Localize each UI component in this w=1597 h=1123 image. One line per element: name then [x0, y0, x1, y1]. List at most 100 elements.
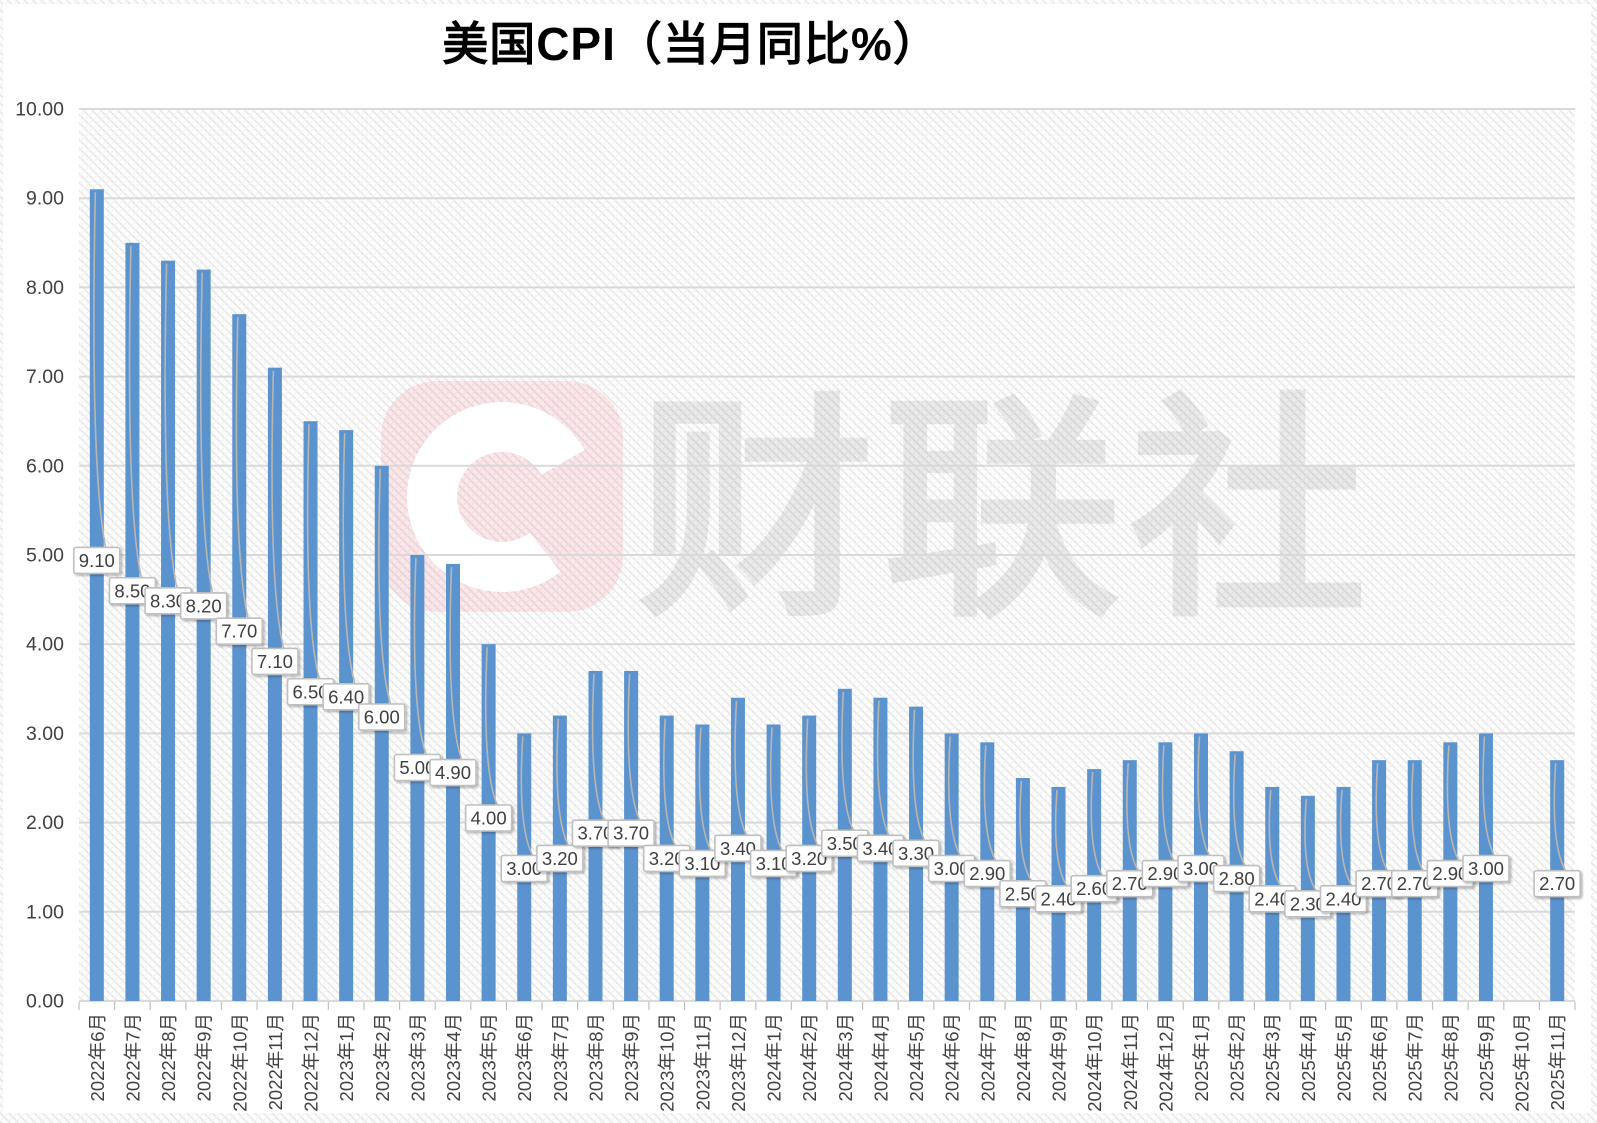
bar [89, 189, 104, 1001]
data-label-callout [1212, 864, 1261, 893]
leader-line [1232, 754, 1247, 868]
data-label-callout [963, 859, 1012, 888]
leader-line [413, 557, 428, 756]
x-axis-label: 2024年2月 [799, 1013, 820, 1101]
leader-line [128, 245, 143, 579]
x-axis-label: 2025年3月 [1262, 1013, 1283, 1101]
leader-line [235, 317, 250, 620]
data-label-callout [536, 844, 584, 873]
leader-line [199, 272, 214, 595]
leader-line [449, 566, 463, 761]
data-label-callout [1533, 869, 1581, 898]
chart-title: 美国CPI（当月同比%） [442, 18, 940, 70]
data-label-value: 6.50 [293, 681, 329, 702]
data-label-value: 2.70 [1112, 873, 1148, 894]
leader-line [1197, 736, 1211, 857]
data-label-value: 3.40 [862, 838, 898, 859]
leader-line [1553, 763, 1567, 873]
data-label-value: 3.70 [613, 823, 649, 844]
x-axis-label: 2023年9月 [621, 1013, 642, 1101]
data-label-callout [215, 617, 264, 645]
leader-line [1411, 763, 1425, 873]
x-axis-label: 2025年5月 [1333, 1013, 1354, 1101]
data-label-callout [357, 703, 406, 731]
data-label-value: 2.30 [1290, 893, 1326, 914]
data-label-value: 2.40 [1041, 888, 1077, 909]
x-axis-label: 2023年12月 [728, 1013, 749, 1112]
data-label-value: 2.70 [1361, 873, 1397, 894]
y-axis-label: 7.00 [26, 366, 64, 388]
x-axis-label: 2025年6月 [1369, 1013, 1390, 1101]
data-label-value: 8.50 [114, 580, 150, 601]
data-label-value: 3.00 [1183, 858, 1219, 879]
x-axis-label: 2024年3月 [835, 1013, 856, 1101]
data-label-value: 3.10 [684, 853, 720, 874]
data-label-callout [251, 647, 299, 676]
data-label-value: 3.00 [1468, 858, 1504, 879]
data-label-value: 3.00 [934, 858, 970, 879]
x-axis-label: 2024年1月 [764, 1013, 785, 1101]
x-axis-label: 2023年8月 [585, 1013, 606, 1101]
leader-line [663, 718, 677, 847]
data-label-value: 2.90 [1432, 863, 1468, 884]
data-label-callout [892, 839, 940, 868]
data-label-value: 3.40 [720, 838, 756, 859]
x-axis-label: 2022年12月 [301, 1013, 322, 1112]
leader-line [734, 700, 748, 837]
data-label-callout [607, 819, 655, 847]
data-label-value: 3.70 [577, 823, 613, 844]
data-label-value: 2.60 [1076, 878, 1112, 899]
data-label-value: 6.40 [328, 686, 364, 707]
chart-frame-edge [1591, 0, 1597, 1123]
leader-line [876, 700, 891, 837]
x-axis-label: 2023年4月 [443, 1013, 464, 1101]
x-axis-label: 2023年2月 [372, 1013, 393, 1101]
leader-line [520, 736, 534, 857]
leader-line [342, 433, 356, 686]
leader-line [306, 424, 321, 680]
bar [267, 367, 282, 1001]
y-axis-label: 5.00 [26, 545, 64, 567]
data-label-callout [714, 834, 762, 863]
leader-line [1268, 789, 1282, 888]
x-axis-label: 2025年4月 [1298, 1013, 1319, 1101]
leader-line [378, 468, 392, 706]
leader-line [271, 370, 285, 650]
x-axis-label: 2025年8月 [1440, 1013, 1461, 1101]
x-axis-label: 2024年12月 [1155, 1013, 1176, 1112]
data-label-value: 3.00 [506, 858, 542, 879]
leader-line [556, 718, 570, 847]
data-label-value: 6.00 [364, 707, 400, 728]
data-label-callout [73, 546, 121, 575]
data-label-callout [785, 844, 833, 873]
x-axis-label: 2023年10月 [657, 1013, 678, 1112]
x-axis-label: 2023年5月 [479, 1013, 500, 1101]
watermark-logo-letter-c [407, 402, 597, 592]
leader-line [1126, 763, 1140, 873]
x-axis-label: 2023年7月 [550, 1013, 571, 1101]
leader-line [1446, 745, 1461, 862]
data-label-callout [322, 682, 370, 711]
data-label-callout [464, 804, 513, 832]
chart-frame-edge [0, 0, 1597, 4]
data-label-value: 2.40 [1254, 888, 1290, 909]
data-label-value: 2.80 [1219, 868, 1255, 889]
data-label-value: 2.50 [1005, 883, 1041, 904]
data-label-value: 3.50 [827, 833, 863, 854]
x-axis-label: 2024年8月 [1013, 1013, 1034, 1101]
leader-line [1482, 736, 1496, 857]
bar [374, 465, 389, 1001]
y-axis-label: 10.00 [15, 99, 64, 121]
leader-line [93, 192, 107, 549]
x-axis-label: 2023年3月 [407, 1013, 428, 1101]
x-axis-label: 2024年6月 [942, 1013, 963, 1101]
x-axis-label: 2022年6月 [87, 1013, 108, 1101]
y-axis-label: 8.00 [26, 277, 64, 299]
data-label-value: 2.40 [1325, 888, 1361, 909]
y-axis-label: 4.00 [26, 634, 64, 656]
chart-frame-edge [0, 0, 3, 1123]
leader-line [947, 736, 962, 857]
leader-line [164, 263, 178, 590]
